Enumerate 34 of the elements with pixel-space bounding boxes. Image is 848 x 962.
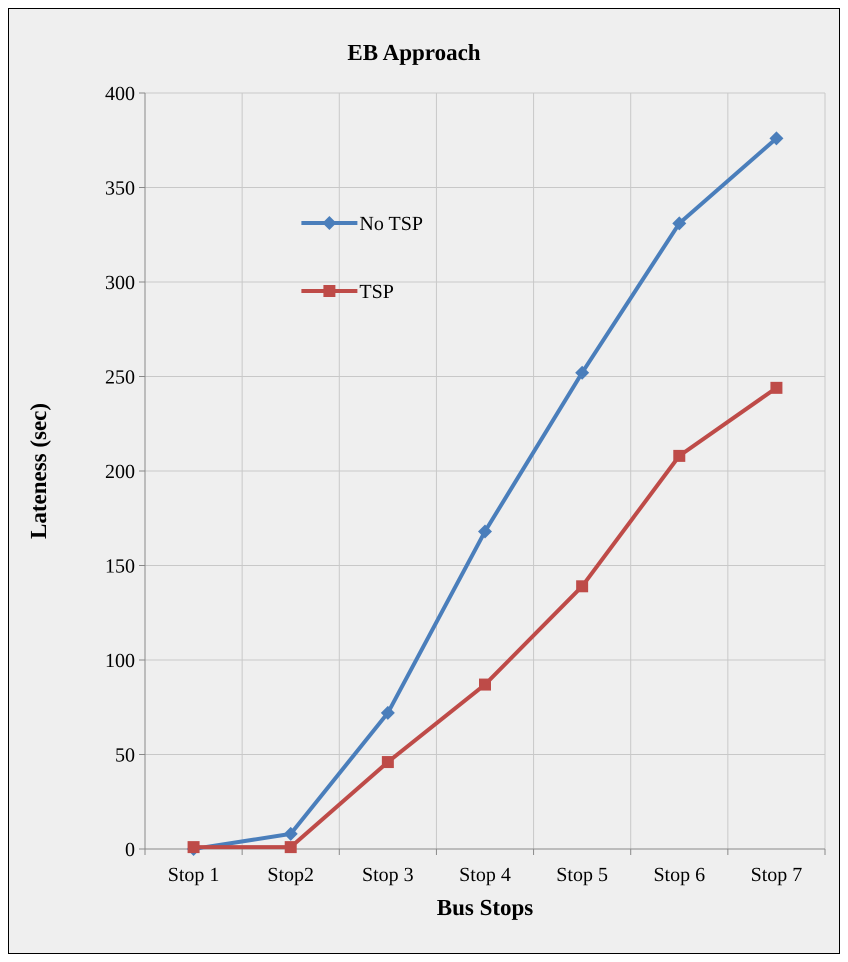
y-tick-label: 250 <box>105 366 135 388</box>
point <box>576 580 588 592</box>
x-tick-label: Stop 5 <box>556 864 608 886</box>
x-tick-label: Stop 7 <box>750 864 802 886</box>
y-tick-label: 150 <box>105 556 135 578</box>
point <box>673 450 686 462</box>
y-tick-label: 350 <box>105 178 135 200</box>
x-tick-label: Stop 1 <box>168 864 220 886</box>
point <box>188 841 200 854</box>
point <box>575 366 590 380</box>
legend-label: No TSP <box>359 213 423 235</box>
x-tick-label: Stop 3 <box>362 864 414 886</box>
chart-title: EB Approach <box>347 40 481 65</box>
point <box>284 841 297 854</box>
point <box>770 382 782 394</box>
y-tick-label: 0 <box>125 839 135 861</box>
y-tick-label: 400 <box>105 83 135 105</box>
legend-label: TSP <box>359 281 394 303</box>
x-tick-label: Stop 6 <box>653 864 706 886</box>
point <box>284 826 298 841</box>
x-tick-label: Stop 4 <box>459 864 511 886</box>
point <box>478 524 492 538</box>
y-axis-title: Lateness (sec) <box>26 402 51 540</box>
x-axis-title: Bus Stops <box>436 895 534 920</box>
y-tick-label: 50 <box>115 744 135 766</box>
y-tick-label: 200 <box>105 461 135 483</box>
point <box>769 131 784 146</box>
point <box>380 706 395 720</box>
point <box>672 216 686 230</box>
y-tick-label: 300 <box>105 272 135 294</box>
x-tick-label: Stop2 <box>267 864 314 886</box>
y-tick-label: 100 <box>105 650 135 672</box>
point <box>479 678 491 691</box>
point <box>382 756 394 768</box>
